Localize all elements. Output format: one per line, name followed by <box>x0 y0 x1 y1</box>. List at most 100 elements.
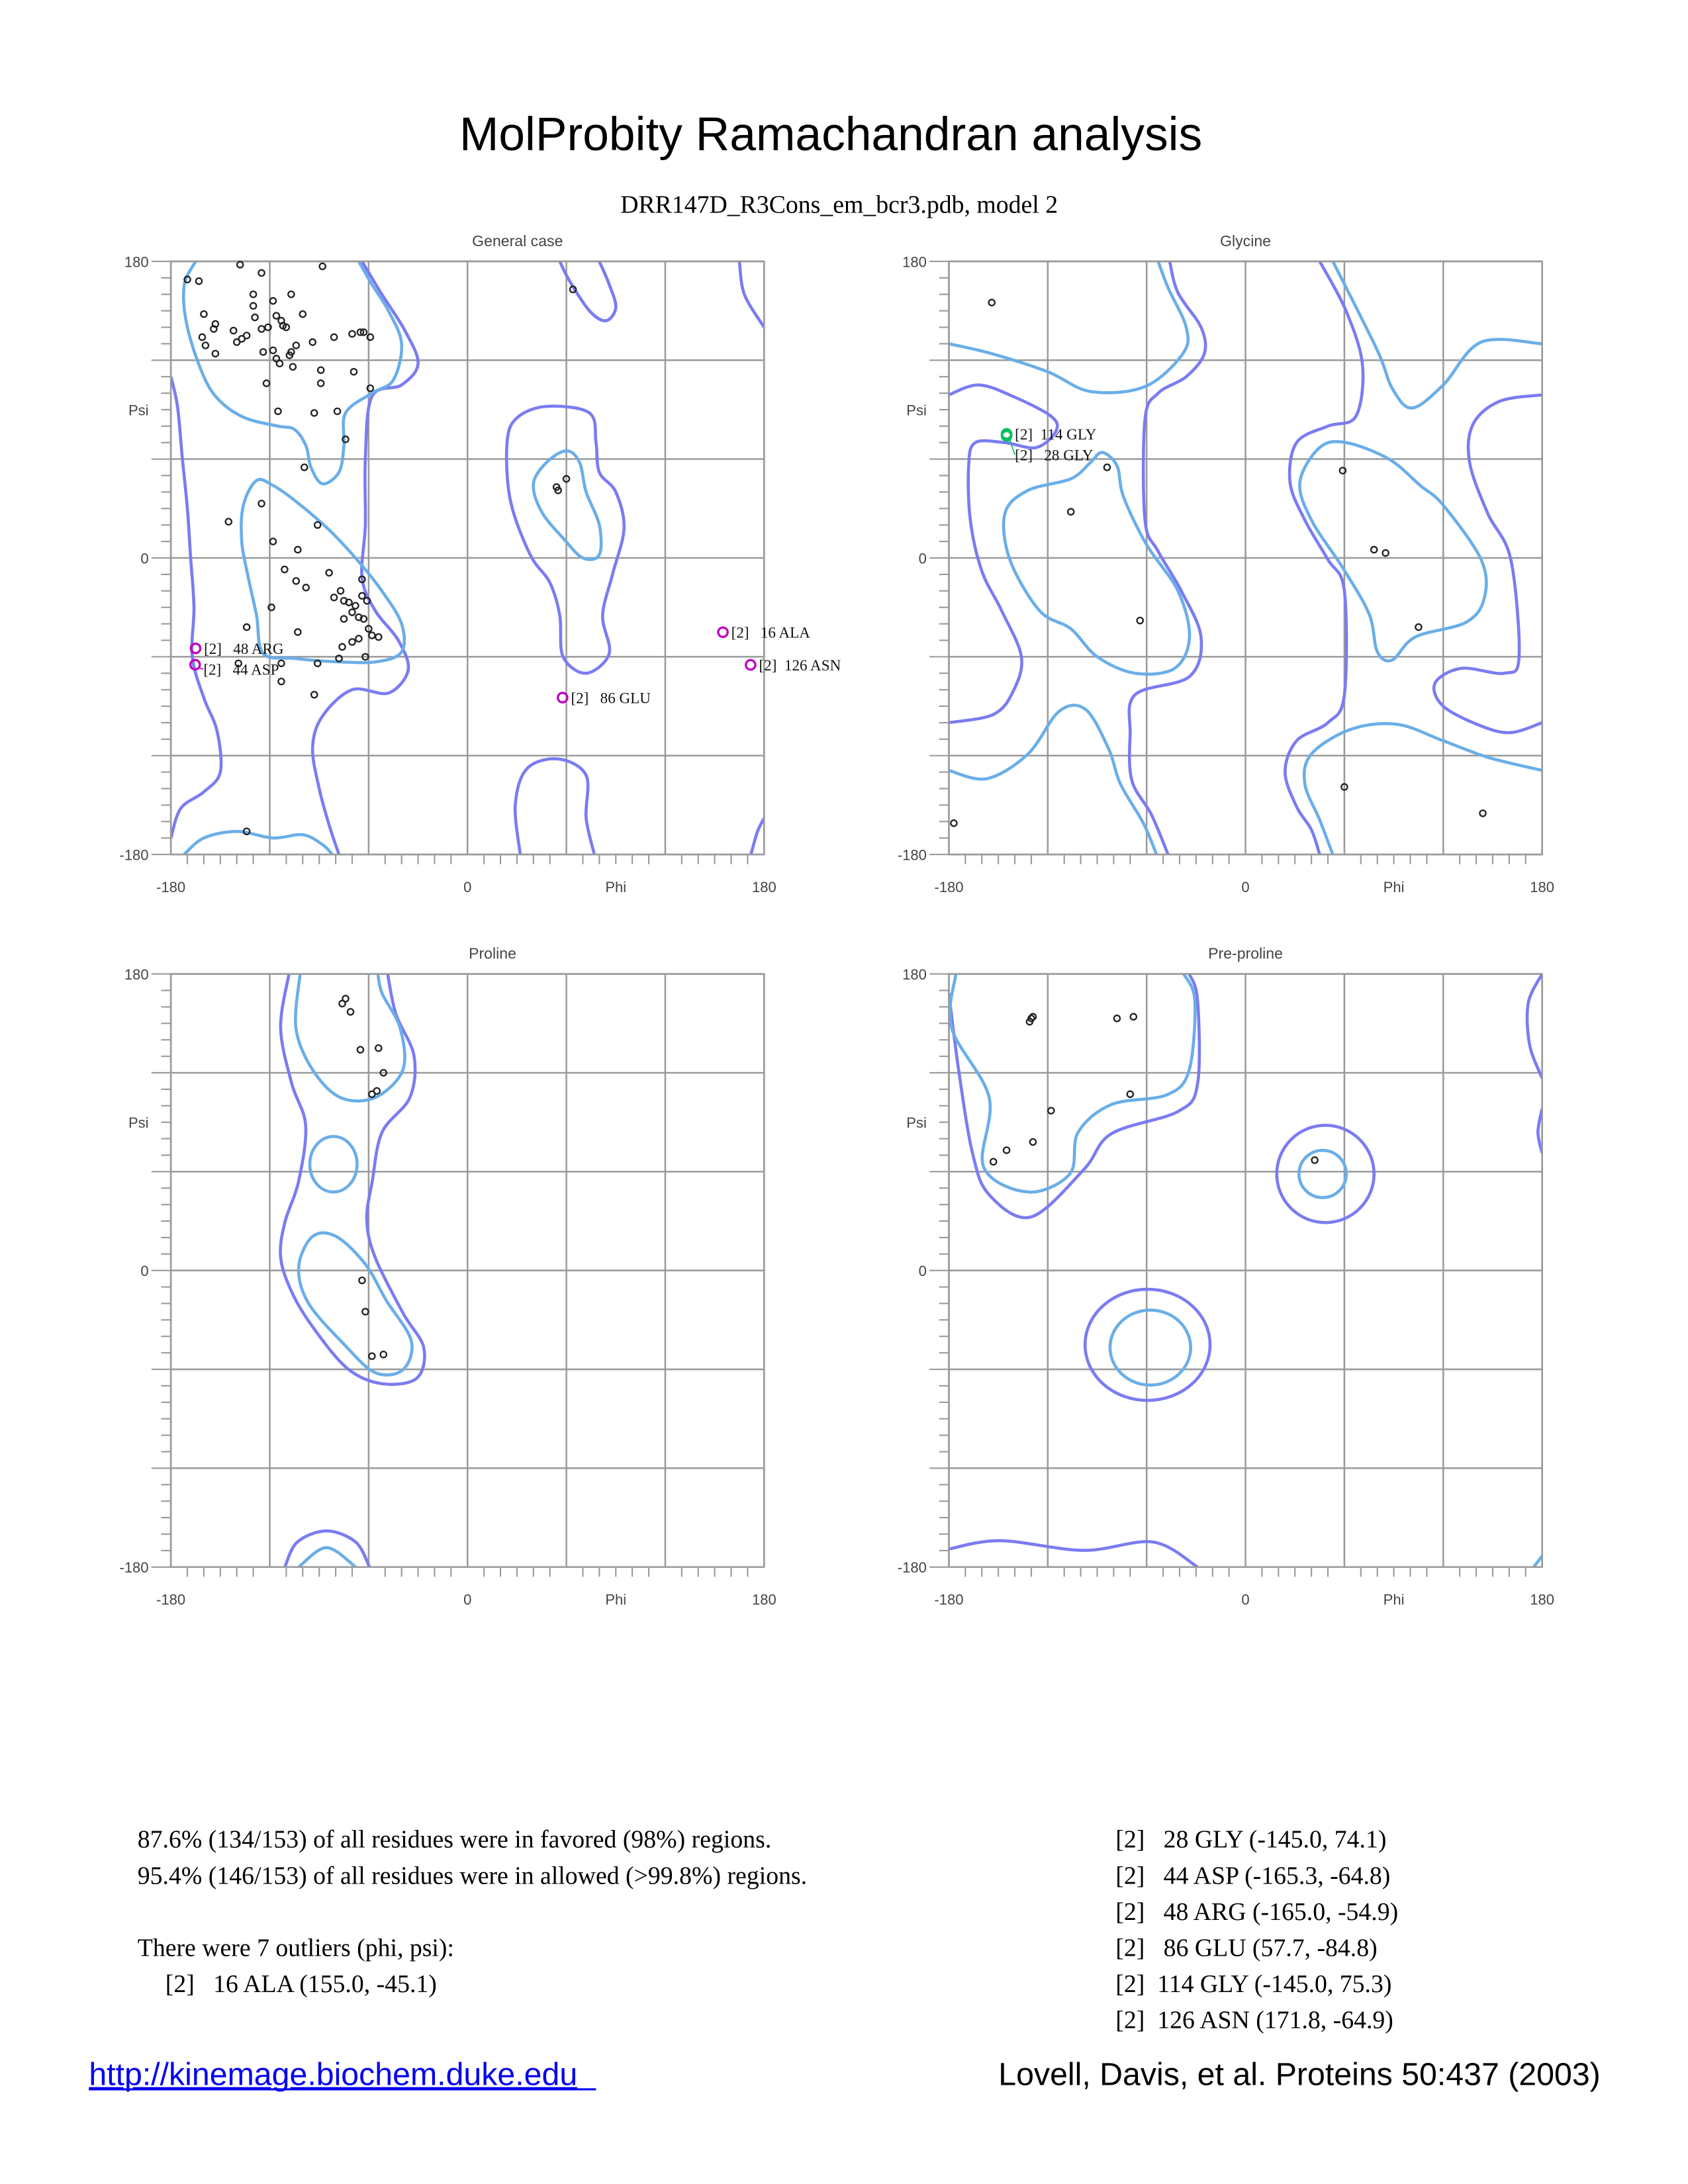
favored-contour <box>297 1231 414 1377</box>
contour-group <box>171 261 765 855</box>
favored-contour <box>1302 722 1542 855</box>
residue-point <box>1027 1015 1035 1023</box>
residue-point <box>234 659 242 668</box>
residue-point <box>292 577 301 585</box>
residue-point <box>363 596 371 605</box>
favored-contour <box>949 704 1158 855</box>
favored-contour <box>181 261 404 486</box>
x-tick-label: 0 <box>1241 879 1249 895</box>
x-tick-label: -180 <box>156 879 185 895</box>
allowed-contour <box>1283 261 1365 855</box>
contour-group <box>949 261 1542 855</box>
residue-point <box>249 302 258 310</box>
residue-point <box>264 323 272 332</box>
residue-point <box>251 313 259 322</box>
residue-point <box>1382 549 1389 557</box>
residue-point <box>1029 1138 1037 1146</box>
residue-point <box>277 677 285 686</box>
x-axis-label: Phi <box>605 879 626 895</box>
residue-point <box>279 322 287 330</box>
residue-point <box>258 500 265 508</box>
y-tick-label: 0 <box>919 550 927 567</box>
plot-title: Pre-proline <box>1208 945 1283 962</box>
residue-point <box>287 348 295 356</box>
allowed-contour <box>749 817 765 855</box>
residue-point <box>262 379 271 387</box>
y-tick-label: -180 <box>898 847 927 864</box>
y-axis-label: Psi <box>906 402 927 418</box>
outlier-label: [2] 28 GLY <box>1015 446 1094 463</box>
residue-point <box>302 584 310 592</box>
favored-contour <box>294 974 406 1103</box>
residue-point <box>1113 1015 1121 1023</box>
residue-point <box>210 325 218 333</box>
residue-point <box>950 819 958 827</box>
outliers-heading: There were 7 outliers (phi, psi): <box>138 1934 454 1962</box>
report-title: MolProbity Ramachandran analysis <box>459 108 1202 161</box>
outlier-point <box>189 659 201 671</box>
residue-point <box>375 1044 383 1052</box>
residue-point <box>318 262 326 271</box>
residue-point <box>359 615 368 623</box>
residue-point <box>258 325 265 333</box>
x-tick-label: 180 <box>752 879 776 895</box>
plot-title: General case <box>472 232 563 250</box>
residue-point <box>313 521 322 529</box>
allowed-contour <box>558 261 618 322</box>
report-subtitle: DRR147D_R3Cons_em_bcr3.pdb, model 2 <box>620 191 1058 218</box>
residue-point <box>373 1087 381 1095</box>
outlier-label: [2] 126 ASN <box>759 657 841 674</box>
residue-point <box>379 1350 388 1359</box>
outlier-point <box>189 642 202 655</box>
outlier-label: [2] 48 ARG <box>204 640 284 657</box>
residue-point <box>272 312 281 320</box>
residue-point <box>569 285 577 294</box>
residue-point <box>350 367 358 376</box>
y-tick-label: -180 <box>119 847 148 864</box>
allowed-summary: 95.4% (146/153) of all residues were in … <box>138 1862 807 1889</box>
allowed-contour <box>1083 1287 1212 1402</box>
residue-point <box>211 349 220 358</box>
residue-point <box>345 598 353 607</box>
favored-contour <box>1532 1555 1542 1567</box>
residue-point <box>301 463 308 471</box>
residue-point <box>242 623 251 631</box>
residue-point <box>1136 616 1144 625</box>
ramachandran-plot-glycine: Glycine 180 0 -180 Psi -180 0 180 Phi [2] 114 GLY… <box>898 232 1554 895</box>
residue-point <box>229 326 238 335</box>
residue-point <box>361 653 369 661</box>
y-tick-label: 180 <box>902 253 927 270</box>
residue-point <box>201 341 210 349</box>
y-tick-label: -180 <box>119 1559 148 1576</box>
summary-left: 87.6% (134/153) of all residues were in … <box>138 1826 807 1998</box>
outlier-entry: [2] 28 GLY (-145.0, 74.1) <box>1115 1826 1386 1854</box>
residue-point <box>562 475 571 483</box>
residue-point <box>1338 467 1347 475</box>
kinemage-link[interactable]: http://kinemage.biochem.duke.edu <box>89 2057 577 2093</box>
residue-point <box>333 407 342 416</box>
y-tick-label: 0 <box>140 1263 148 1279</box>
residue-point <box>236 261 244 269</box>
favored-contour <box>183 829 334 855</box>
y-tick-label: -180 <box>898 1559 927 1576</box>
favored-summary: 87.6% (134/153) of all residues were in … <box>138 1826 771 1854</box>
y-axis-label: Psi <box>906 1115 927 1131</box>
favored-contour <box>308 1134 359 1194</box>
y-tick-label: 180 <box>124 253 149 270</box>
y-axis-label: Psi <box>128 1115 149 1131</box>
residue-point <box>1311 1156 1319 1164</box>
allowed-contour <box>1432 393 1542 735</box>
residue-point <box>299 310 307 318</box>
residue-point <box>249 290 258 298</box>
outlier-point <box>717 626 729 639</box>
residue-point <box>269 537 277 545</box>
allowed-contour <box>310 261 420 855</box>
outlier-label: [2] 86 GLU <box>571 690 651 707</box>
residue-point <box>259 348 267 356</box>
residue-point <box>361 1308 369 1316</box>
residue-point <box>366 333 375 341</box>
favored-contour <box>1108 1308 1192 1387</box>
residue-point <box>1029 1013 1037 1021</box>
outlier-label: [2] 16 ALA <box>731 624 811 641</box>
residue-point <box>195 277 203 285</box>
